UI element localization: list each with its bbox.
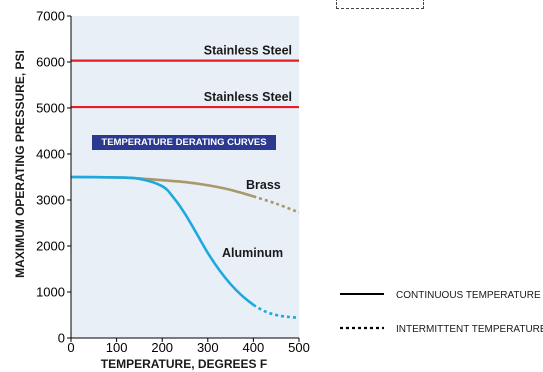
- x-tick-label: 0: [67, 340, 74, 355]
- x-tick-label: 300: [197, 340, 219, 355]
- series-aluminum-3-continuous-line: [70, 175, 255, 306]
- y-tick-label: 2000: [36, 239, 65, 254]
- x-axis-title: TEMPERATURE, DEGREES F: [101, 357, 267, 371]
- x-tick-label: 100: [106, 340, 128, 355]
- y-tick-label: 5000: [36, 101, 65, 116]
- x-tick-label: 200: [151, 340, 173, 355]
- chart-annotation-banner: TEMPERATURE DERATING CURVES: [92, 135, 276, 150]
- dashed-frame-fragment: [336, 0, 424, 9]
- series-label-stainless-steel: Stainless Steel: [204, 90, 292, 104]
- legend-label-solid: CONTINUOUS TEMPERATURE: [396, 290, 541, 301]
- y-tick-label: 7000: [36, 9, 65, 24]
- y-axis-title: MAXIMUM OPERATING PRESSURE, PSI: [13, 50, 27, 278]
- legend-label-dotted: INTERMITTENT TEMPERATURE: [396, 324, 543, 335]
- series-aluminum-3-intermittent-line: [252, 303, 300, 320]
- series-layer: [70, 59, 300, 320]
- y-tick-label: 6000: [36, 55, 65, 70]
- tick-labels: 0 1000 2000 3000 4000 5000 6000 7000 0 100 200 300 4…: [36, 9, 310, 356]
- y-tick-label: 4000: [36, 147, 65, 162]
- y-tick-label: 1000: [36, 285, 65, 300]
- x-tick-label: 400: [243, 340, 265, 355]
- legend: CONTINUOUS TEMPERATURE INTERMITTENT TEMPE…: [340, 290, 543, 335]
- y-tick-label: 0: [58, 331, 65, 346]
- series-brass-2-intermittent-line: [252, 195, 300, 214]
- series-labels: Stainless Steel Stainless Steel Brass Alumi…: [204, 44, 292, 260]
- x-tick-label: 500: [288, 340, 310, 355]
- axes-layer: [67, 15, 300, 342]
- series-label-stainless-steel: Stainless Steel: [204, 44, 292, 58]
- series-label-brass: Brass: [246, 178, 281, 192]
- series-label-aluminum: Aluminum: [222, 246, 283, 260]
- y-tick-label: 3000: [36, 193, 65, 208]
